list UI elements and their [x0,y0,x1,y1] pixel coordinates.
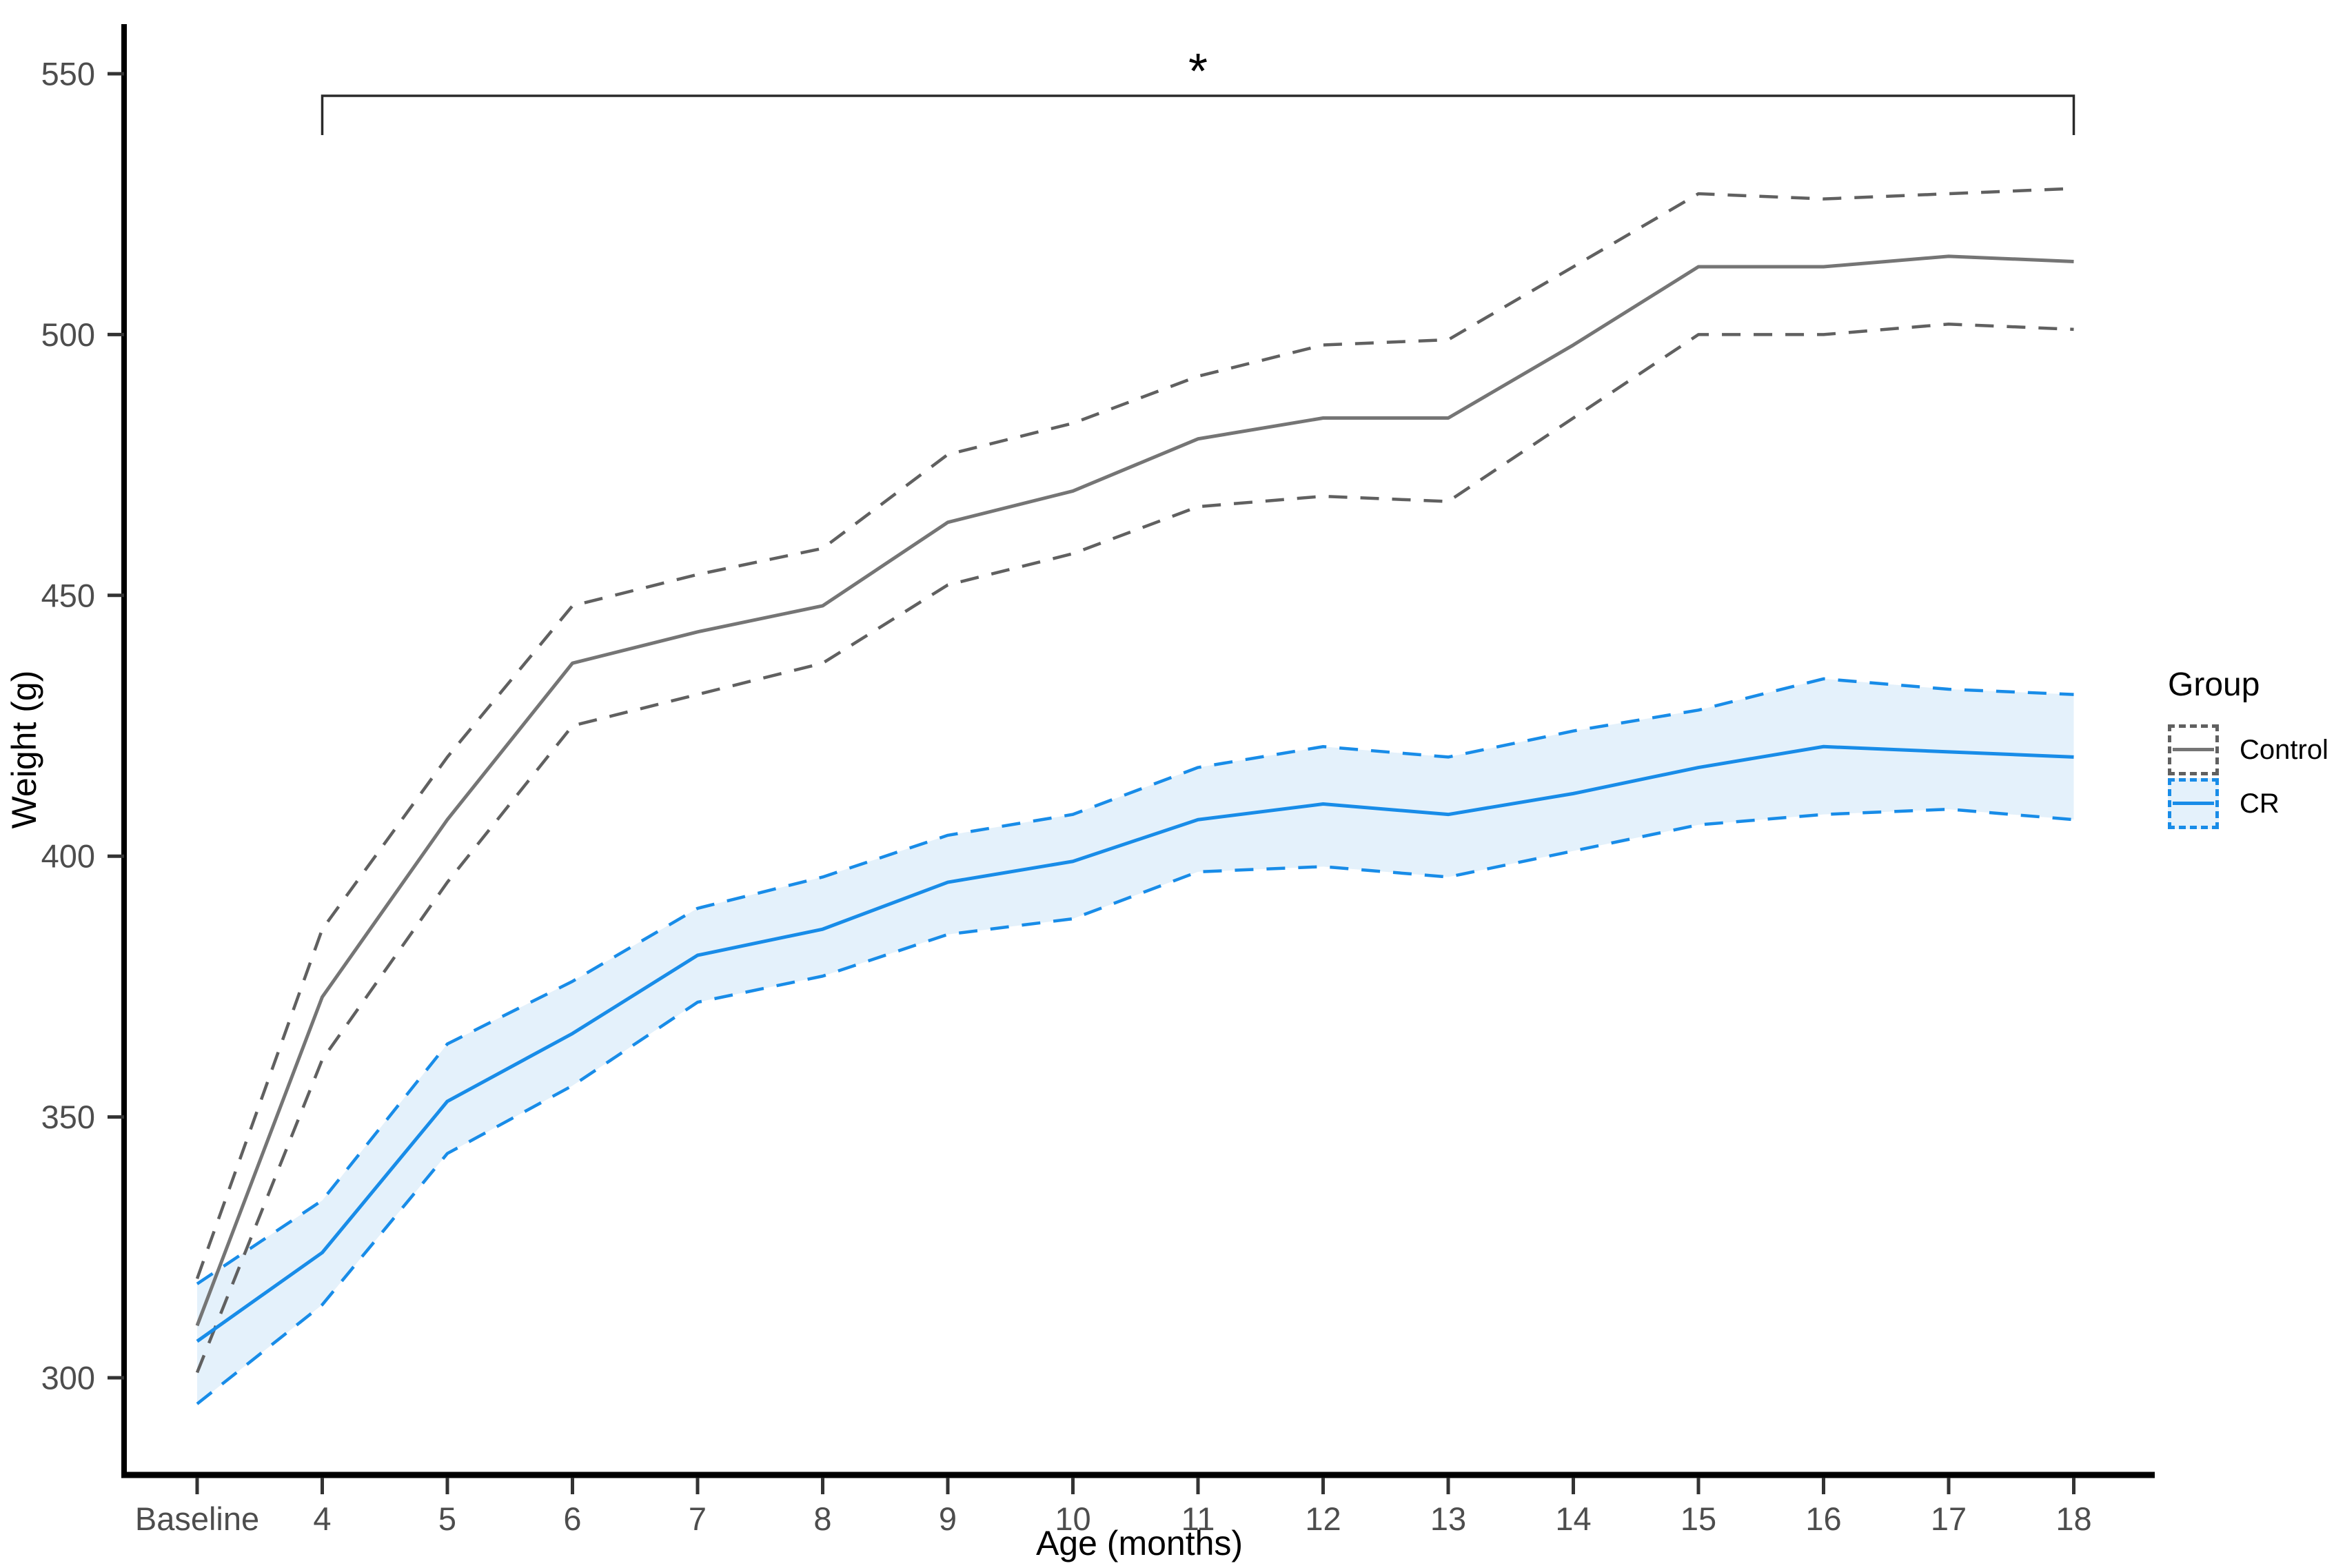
legend-label-cr: CR [2240,788,2280,819]
x-tick-label: 14 [1555,1500,1591,1537]
cr-ci-upper-line [196,677,2074,1285]
y-tick-label: 450 [41,577,95,613]
x-tick-label: 13 [1430,1500,1466,1537]
x-tick-label: 15 [1681,1500,1716,1537]
legend-key-control-line-icon [2173,748,2214,751]
x-tick-label: 17 [1931,1500,1967,1537]
control-mean-line [195,254,2074,1327]
cr-ci-lower-line [196,807,2074,1405]
legend-label-control: Control [2240,734,2328,765]
significance-bracket [321,94,2075,135]
legend-title: Group [2168,666,2260,703]
x-tick-label: 5 [438,1500,456,1537]
y-tick-label: 350 [41,1099,95,1135]
x-tick-label: 7 [689,1500,707,1537]
x-tick-label: 18 [2055,1500,2091,1537]
control-ci-lower-line [195,323,2074,1374]
x-tick-label: 10 [1055,1500,1090,1537]
y-tick-label: 400 [41,838,95,875]
y-tick-label: 550 [41,56,95,92]
x-axis-title: Age (months) [1036,1524,1243,1562]
y-tick-label: 500 [41,316,95,353]
x-tick-label: 8 [813,1500,831,1537]
legend: Group Control CR [2168,666,2328,831]
x-tick-label: 4 [313,1500,331,1537]
y-axis-title: Weight (g) [5,671,43,829]
y-tick-label: 300 [41,1360,95,1396]
x-tick-label: 9 [939,1500,957,1537]
x-tick-label: 12 [1305,1500,1341,1537]
x-tick-label: 16 [1805,1500,1841,1537]
x-tick-label: Baseline [135,1500,259,1537]
legend-item-cr: CR [2168,777,2328,831]
significance-star: * [1188,44,1208,99]
legend-key-cr-line-icon [2173,802,2214,805]
legend-key-cr-icon [2168,778,2219,829]
cr-confidence-ribbon [197,678,2074,1404]
control-ci-upper-line [195,187,2074,1279]
cr-mean-line [196,744,2074,1343]
legend-key-control-icon [2168,724,2219,775]
x-tick-label: 11 [1181,1500,1215,1537]
legend-item-control: Control [2168,723,2328,777]
x-tick-label: 6 [563,1500,581,1537]
